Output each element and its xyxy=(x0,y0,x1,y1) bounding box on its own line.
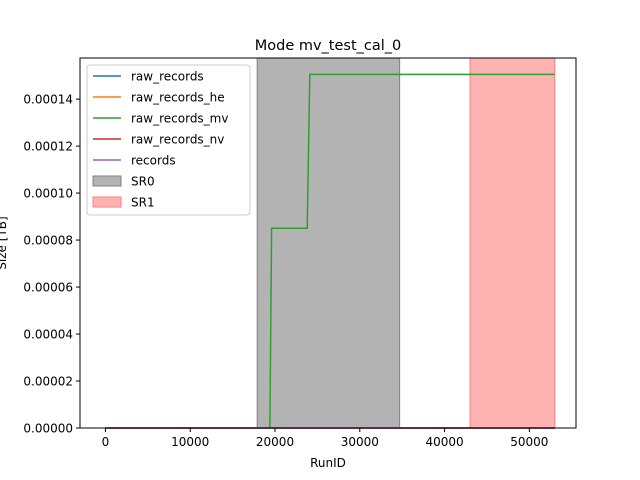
legend-label-raw-records-mv: raw_records_mv xyxy=(131,112,228,126)
x-tick-label: 10000 xyxy=(171,435,209,449)
legend-box xyxy=(86,64,251,216)
legend-label-raw-records: raw_records xyxy=(131,70,204,84)
y-axis-ticks: 0.00000 0.00002 0.00004 0.00006 0.00008 0.000… xyxy=(23,93,80,436)
legend-swatch-sr1 xyxy=(92,196,122,208)
x-tick-label: 50000 xyxy=(510,435,548,449)
x-tick-label: 30000 xyxy=(341,435,379,449)
chart-title: Mode mv_test_cal_0 xyxy=(255,38,402,54)
span-sr1 xyxy=(469,57,556,429)
x-axis-ticks: 0 10000 20000 30000 40000 50000 xyxy=(102,428,548,449)
y-tick-label: 0.00006 xyxy=(23,281,73,295)
y-tick-label: 0.00000 xyxy=(23,422,73,436)
y-tick-label: 0.00012 xyxy=(23,140,73,154)
legend-label-sr1: SR1 xyxy=(131,196,155,210)
legend-label-raw-records-nv: raw_records_nv xyxy=(131,133,224,147)
legend: raw_records raw_records_he raw_records_mvr… xyxy=(86,64,251,216)
plot-frame xyxy=(79,57,577,429)
legend-label-sr0: SR0 xyxy=(131,175,155,189)
shaded-spans xyxy=(256,57,556,429)
series-raw-records-mv xyxy=(269,73,555,429)
y-tick-label: 0.00014 xyxy=(23,93,73,107)
x-tick-label: 20000 xyxy=(256,435,294,449)
legend-label-records: records xyxy=(131,154,176,168)
y-tick-label: 0.00010 xyxy=(23,187,73,201)
y-tick-label: 0.00004 xyxy=(23,328,73,342)
y-tick-label: 0.00002 xyxy=(23,375,73,389)
x-tick-label: 0 xyxy=(102,435,110,449)
y-axis-label: Size [TB] xyxy=(0,216,9,269)
x-axis-label: RunID xyxy=(310,456,346,470)
legend-label-raw-records-he: raw_records_he xyxy=(131,91,225,105)
legend-swatch-sr0 xyxy=(92,175,122,187)
y-tick-label: 0.00008 xyxy=(23,234,73,248)
x-tick-label: 40000 xyxy=(425,435,463,449)
span-sr0 xyxy=(256,57,401,429)
